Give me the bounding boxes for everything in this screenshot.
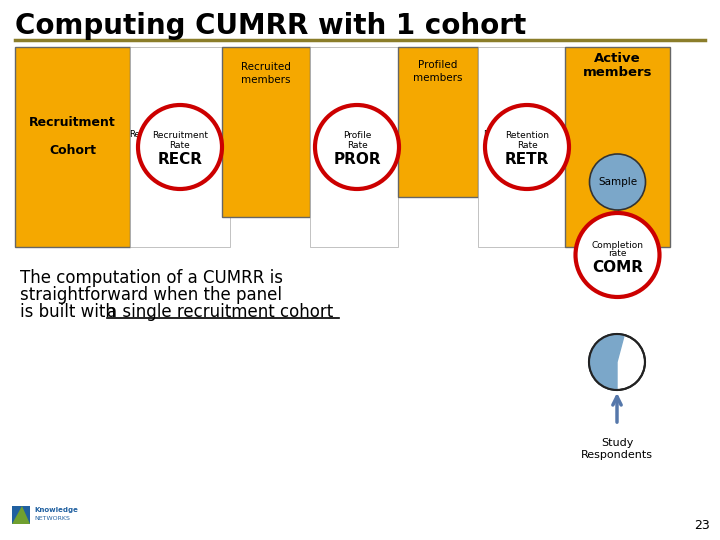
Circle shape	[589, 334, 645, 390]
Text: Profiled: Profiled	[418, 60, 458, 70]
Text: Profile: Profile	[343, 132, 372, 140]
Text: RECR: RECR	[158, 152, 202, 166]
Text: 23: 23	[694, 519, 710, 532]
Text: Respondents: Respondents	[581, 450, 653, 460]
Bar	[497, 142, 511, 152]
Circle shape	[575, 213, 660, 297]
Text: Rate: Rate	[170, 140, 190, 150]
Bar	[130, 47, 230, 247]
Polygon shape	[12, 506, 30, 524]
Text: Sample: Sample	[598, 177, 637, 187]
Text: Retention
Rate: Retention Rate	[484, 130, 524, 150]
Text: Retention: Retention	[505, 132, 549, 140]
Text: RETR: RETR	[505, 152, 549, 166]
Text: The computation of a CUMRR is: The computation of a CUMRR is	[20, 269, 283, 287]
Bar	[148, 142, 162, 152]
Text: Rate: Rate	[517, 140, 537, 150]
Text: Recruitment
Rate: Recruitment Rate	[129, 130, 181, 150]
Bar	[12, 502, 87, 532]
Text: Study: Study	[600, 438, 633, 448]
Text: a single recruitment cohort: a single recruitment cohort	[107, 303, 333, 321]
Text: COMR: COMR	[592, 260, 643, 274]
Text: members: members	[413, 73, 463, 83]
Text: Computing CUMRR with 1 cohort: Computing CUMRR with 1 cohort	[15, 12, 526, 40]
Text: Recruitment: Recruitment	[29, 117, 116, 130]
Text: Cohort: Cohort	[49, 145, 96, 158]
Text: is built with: is built with	[20, 303, 121, 321]
Polygon shape	[589, 334, 624, 390]
Circle shape	[315, 105, 399, 189]
Circle shape	[590, 154, 646, 210]
Text: Active: Active	[594, 52, 641, 65]
Bar	[398, 47, 478, 197]
Text: Profile
Rate: Profile Rate	[322, 130, 348, 150]
Text: Recruitment: Recruitment	[152, 132, 208, 140]
Text: rate: rate	[608, 249, 626, 259]
Bar	[310, 47, 398, 247]
Text: NETWORKS: NETWORKS	[34, 516, 70, 522]
Circle shape	[138, 105, 222, 189]
Text: straightforward when the panel: straightforward when the panel	[20, 286, 282, 304]
Bar	[12, 506, 30, 524]
Text: Recruited: Recruited	[241, 62, 291, 72]
Bar	[478, 47, 566, 247]
Text: members: members	[241, 75, 291, 85]
Text: PROR: PROR	[333, 152, 381, 166]
Text: Completion: Completion	[592, 241, 644, 251]
Text: Rate: Rate	[346, 140, 367, 150]
Bar	[328, 142, 342, 152]
Bar	[565, 47, 670, 247]
Bar	[222, 47, 310, 217]
Text: Knowledge: Knowledge	[34, 507, 78, 513]
Circle shape	[485, 105, 569, 189]
Bar	[15, 47, 130, 247]
Text: members: members	[582, 66, 652, 79]
